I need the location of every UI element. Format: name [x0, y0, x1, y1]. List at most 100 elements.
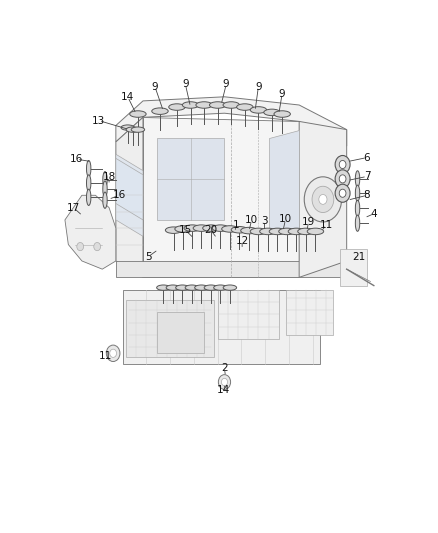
Text: 12: 12	[236, 236, 249, 246]
Ellipse shape	[175, 225, 191, 232]
Text: 1: 1	[233, 220, 240, 230]
Ellipse shape	[214, 285, 227, 290]
Text: 17: 17	[67, 203, 80, 213]
Ellipse shape	[152, 108, 168, 115]
Text: 11: 11	[320, 220, 333, 230]
Text: 15: 15	[179, 225, 192, 235]
Text: 10: 10	[245, 215, 258, 225]
Ellipse shape	[86, 160, 91, 177]
Text: 9: 9	[152, 82, 158, 92]
Text: 18: 18	[102, 172, 116, 182]
Ellipse shape	[307, 228, 324, 235]
Circle shape	[110, 349, 117, 358]
Text: 7: 7	[364, 172, 371, 181]
Ellipse shape	[355, 200, 360, 216]
Ellipse shape	[274, 111, 290, 117]
Ellipse shape	[298, 228, 314, 235]
Ellipse shape	[223, 102, 240, 108]
Polygon shape	[299, 122, 346, 277]
Bar	[156, 312, 204, 353]
Text: 19: 19	[302, 217, 315, 227]
Circle shape	[77, 243, 84, 251]
Ellipse shape	[130, 111, 146, 117]
Circle shape	[304, 177, 342, 222]
Ellipse shape	[86, 189, 91, 205]
Text: 2: 2	[221, 364, 228, 374]
Text: 4: 4	[371, 209, 377, 219]
Text: 11: 11	[99, 351, 112, 361]
Circle shape	[219, 375, 230, 390]
Ellipse shape	[231, 227, 247, 233]
Text: 9: 9	[255, 82, 262, 92]
Circle shape	[222, 378, 227, 386]
Ellipse shape	[355, 215, 360, 231]
Ellipse shape	[264, 109, 280, 116]
Ellipse shape	[250, 107, 267, 113]
Polygon shape	[116, 158, 143, 220]
Ellipse shape	[166, 285, 180, 290]
Ellipse shape	[212, 225, 229, 231]
Ellipse shape	[288, 228, 305, 235]
Text: 9: 9	[279, 88, 286, 99]
Polygon shape	[116, 261, 346, 277]
Bar	[126, 300, 214, 358]
Text: 13: 13	[92, 116, 106, 126]
Text: 21: 21	[352, 252, 365, 262]
Text: 16: 16	[113, 190, 126, 200]
Circle shape	[94, 243, 101, 251]
Ellipse shape	[223, 285, 237, 290]
Circle shape	[335, 156, 350, 174]
Bar	[286, 290, 333, 335]
Ellipse shape	[209, 102, 226, 108]
Ellipse shape	[203, 225, 219, 231]
Polygon shape	[268, 130, 299, 228]
Ellipse shape	[204, 285, 218, 290]
Ellipse shape	[86, 175, 91, 191]
Ellipse shape	[260, 228, 276, 235]
Text: 14: 14	[121, 92, 134, 102]
Ellipse shape	[279, 228, 295, 235]
Circle shape	[335, 170, 350, 188]
Ellipse shape	[185, 285, 198, 290]
Ellipse shape	[355, 171, 360, 187]
Ellipse shape	[237, 104, 253, 110]
Circle shape	[335, 184, 350, 202]
Polygon shape	[116, 117, 143, 277]
Text: 9: 9	[223, 79, 230, 90]
Text: 3: 3	[261, 216, 268, 226]
Ellipse shape	[126, 127, 140, 132]
Ellipse shape	[222, 225, 238, 232]
Ellipse shape	[131, 127, 145, 132]
Text: 9: 9	[182, 79, 189, 90]
Ellipse shape	[103, 192, 107, 208]
Text: 16: 16	[70, 154, 84, 164]
Ellipse shape	[355, 185, 360, 201]
Circle shape	[339, 160, 346, 168]
Ellipse shape	[182, 102, 199, 108]
Polygon shape	[156, 138, 224, 220]
Polygon shape	[65, 195, 116, 269]
Text: 20: 20	[205, 225, 217, 235]
Bar	[218, 290, 279, 339]
Ellipse shape	[103, 172, 107, 188]
Ellipse shape	[169, 104, 185, 110]
Ellipse shape	[165, 227, 182, 233]
Circle shape	[106, 345, 120, 361]
Ellipse shape	[121, 125, 134, 130]
Text: 8: 8	[364, 190, 371, 200]
Bar	[123, 290, 320, 364]
Ellipse shape	[103, 181, 107, 197]
Ellipse shape	[196, 102, 212, 108]
Ellipse shape	[193, 225, 210, 231]
Polygon shape	[143, 117, 299, 277]
Text: 6: 6	[364, 152, 371, 163]
Circle shape	[339, 189, 346, 197]
Ellipse shape	[157, 285, 170, 290]
Polygon shape	[116, 97, 346, 146]
Ellipse shape	[176, 285, 189, 290]
Ellipse shape	[250, 228, 267, 235]
Ellipse shape	[194, 285, 208, 290]
Ellipse shape	[241, 228, 257, 234]
Polygon shape	[116, 154, 143, 236]
Text: 10: 10	[279, 214, 292, 224]
